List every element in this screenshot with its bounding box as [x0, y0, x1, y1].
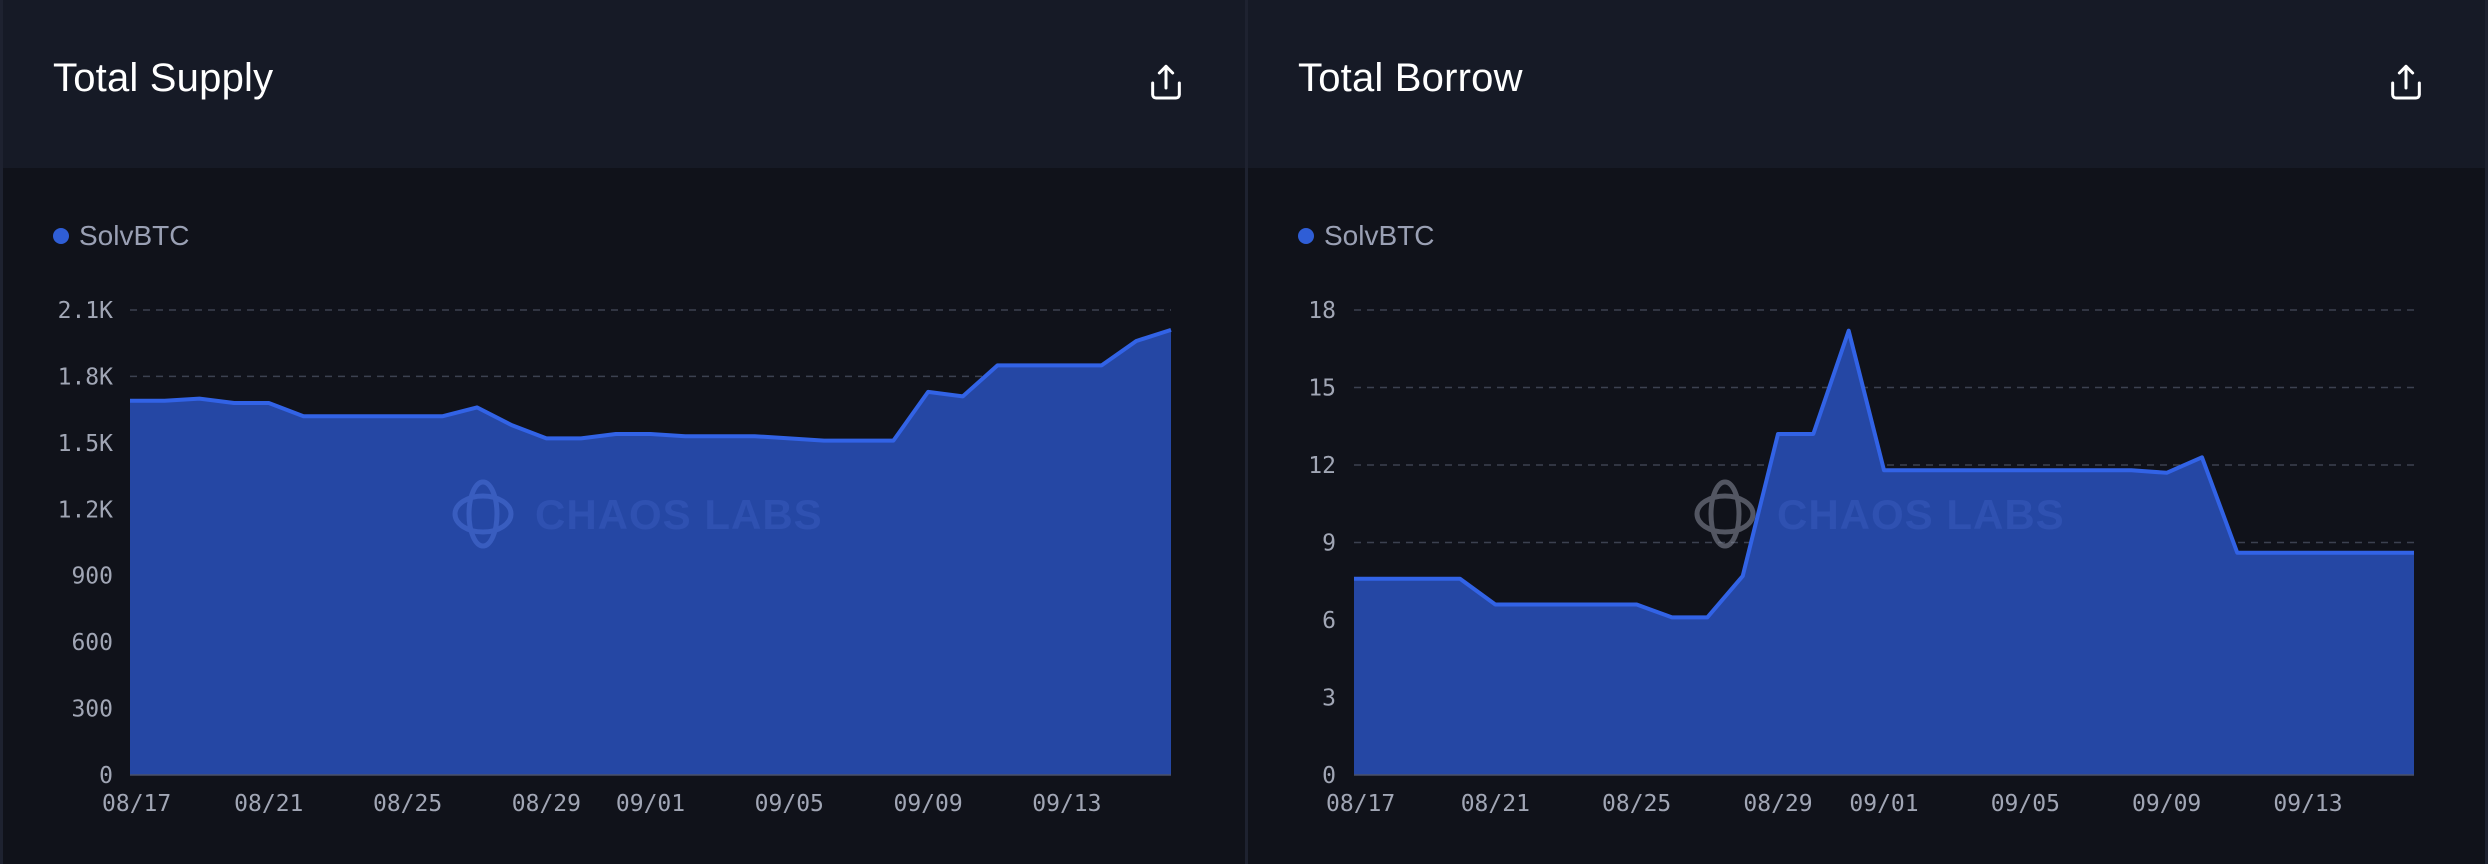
chart-legend[interactable]: SolvBTC	[1298, 220, 1434, 252]
y-tick-label: 1.8K	[58, 364, 114, 390]
legend-label: SolvBTC	[1324, 220, 1435, 251]
x-tick-label: 09/13	[2273, 791, 2342, 817]
series-area	[1354, 330, 2414, 775]
x-tick-label: 08/21	[234, 791, 303, 817]
share-upload-icon	[2391, 64, 2421, 100]
legend-swatch	[53, 228, 69, 244]
x-tick-label: 09/09	[2132, 791, 2201, 817]
legend-label: SolvBTC	[79, 220, 190, 251]
x-tick-label: 09/05	[755, 791, 824, 817]
x-tick-label: 09/13	[1032, 791, 1101, 817]
x-tick-label: 09/09	[893, 791, 962, 817]
panel-title: Total Supply	[53, 56, 274, 100]
series-line[interactable]	[130, 327, 1172, 443]
panel-title: Total Borrow	[1298, 56, 1523, 100]
x-tick-label: 09/01	[616, 791, 685, 817]
chaos-labs-logo: CHAOS LABS	[452, 479, 823, 549]
total-borrow-chart: 0 3 6 9 12 15 18 08/17 08/21 08/25 08/29 09/01 09/05…	[1308, 298, 2414, 817]
series-area	[130, 329, 1171, 775]
x-tick-label: 09/05	[1991, 791, 2060, 817]
total-supply-chart: 0 300 600 900 1.2K 1.5K 1.8K 2.1K 08/17 08/21 08/2…	[58, 298, 1172, 817]
svg-text:CHAOS LABS: CHAOS LABS	[1777, 491, 2065, 538]
x-tick-label: 08/29	[1743, 791, 1812, 817]
y-tick-label: 0	[1322, 763, 1336, 789]
panel-header: Total Supply	[3, 0, 1245, 168]
y-tick-label: 1.5K	[58, 431, 114, 457]
y-tick-label: 18	[1308, 298, 1336, 324]
total-borrow-panel: Total Borrow SolvBTC 0 3 6 9 12 15 18 08/17 08/2…	[1245, 0, 2488, 864]
svg-text:CHAOS LABS: CHAOS LABS	[535, 491, 823, 538]
y-tick-label: 6	[1322, 608, 1336, 634]
y-tick-label: 9	[1322, 531, 1336, 557]
x-tick-label: 09/01	[1849, 791, 1918, 817]
export-button[interactable]	[2383, 60, 2429, 106]
y-tick-label: 0	[99, 763, 113, 789]
total-supply-panel: Total Supply SolvBTC 0 300 600 900 1.2K 1.5K 1…	[0, 0, 1248, 864]
export-button[interactable]	[1143, 60, 1189, 106]
chaos-labs-logo: CHAOS LABS	[1694, 479, 2065, 549]
y-tick-label: 3	[1322, 686, 1336, 712]
x-tick-label: 08/29	[512, 791, 581, 817]
share-upload-icon	[1151, 64, 1181, 100]
x-tick-label: 08/17	[102, 791, 171, 817]
y-tick-label: 900	[71, 564, 113, 590]
x-tick-label: 08/21	[1461, 791, 1530, 817]
legend-swatch	[1298, 228, 1314, 244]
chart-legend[interactable]: SolvBTC	[53, 220, 189, 252]
x-tick-label: 08/25	[373, 791, 442, 817]
y-tick-label: 600	[71, 630, 113, 656]
y-tick-label: 12	[1308, 453, 1336, 479]
series-line[interactable]	[1354, 328, 2414, 620]
x-tick-label: 08/25	[1602, 791, 1671, 817]
y-tick-label: 300	[71, 697, 113, 723]
x-tick-label: 08/17	[1326, 791, 1395, 817]
y-tick-label: 15	[1308, 376, 1336, 402]
y-tick-label: 2.1K	[58, 298, 114, 324]
y-tick-label: 1.2K	[58, 497, 114, 523]
panel-header: Total Borrow	[1248, 0, 2485, 168]
